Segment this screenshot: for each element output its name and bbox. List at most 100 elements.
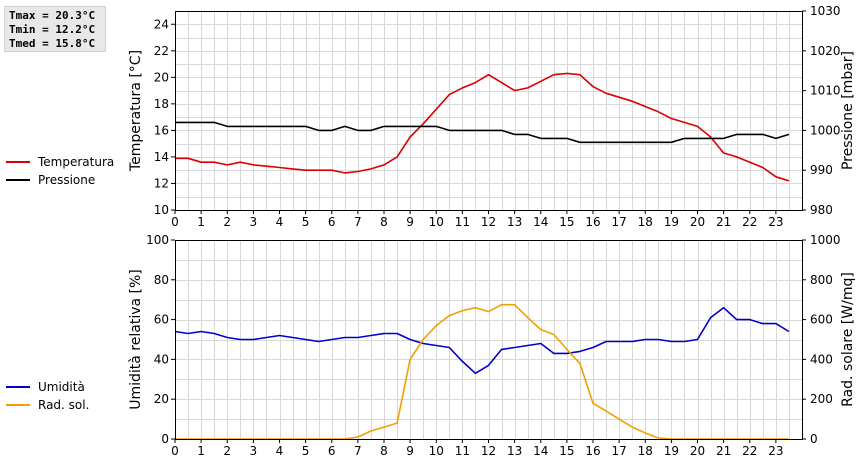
x-tick-label: 19 xyxy=(664,215,679,229)
y-tick-label: 16 xyxy=(154,123,169,137)
y-tick-label: 12 xyxy=(154,176,169,190)
x-tick-label: 22 xyxy=(742,444,757,458)
series-line-umidit- xyxy=(174,306,790,375)
legend-top: Temperatura Pressione xyxy=(6,155,114,187)
x-tick-label: 23 xyxy=(768,215,783,229)
x-tick-label: 21 xyxy=(716,215,731,229)
x-tick-label: 5 xyxy=(302,215,310,229)
x-tick-label: 9 xyxy=(406,215,414,229)
x-tick-label: 16 xyxy=(585,444,600,458)
y-tick-label: 0 xyxy=(161,432,169,446)
x-tick-label: 15 xyxy=(559,444,574,458)
x-tick-label: 13 xyxy=(507,215,522,229)
x-tick-label: 15 xyxy=(559,215,574,229)
x-tick-label: 6 xyxy=(328,444,336,458)
y-tick-label: 24 xyxy=(154,17,169,31)
y-ticks-right-bottom: 0 200 400 600 800 1000 xyxy=(802,233,841,446)
x-tick-label: 20 xyxy=(690,444,705,458)
x-tick-label: 3 xyxy=(250,215,258,229)
x-tick-label: 3 xyxy=(250,444,258,458)
x-tick-label: 6 xyxy=(328,215,336,229)
y-right-tick-label: 600 xyxy=(810,313,833,327)
series-top xyxy=(175,72,790,182)
y-right-tick-label: 0 xyxy=(810,432,818,446)
y-axis-label-temperature: Temperatura [°C] xyxy=(128,50,144,172)
tmed-text: Tmed = 15.8°C xyxy=(9,37,96,50)
x-tick-label: 10 xyxy=(429,215,444,229)
y-tick-label: 20 xyxy=(154,392,169,406)
x-tick-label: 1 xyxy=(197,215,205,229)
x-tick-label: 8 xyxy=(380,215,388,229)
series-line-pressione xyxy=(175,121,790,144)
x-ticks-top: 0 1 2 3 4 5 6 7 8 9 10 11 12 13 14 15 16 17 18 19 20 21 22 23 xyxy=(171,210,784,229)
x-tick-label: 17 xyxy=(611,444,626,458)
y-right-tick-label: 200 xyxy=(810,392,833,406)
x-tick-label: 23 xyxy=(768,444,783,458)
y-tick-label: 20 xyxy=(154,70,169,84)
y-right-tick-label: 990 xyxy=(810,163,833,177)
grid-top xyxy=(175,11,803,211)
x-tick-label: 0 xyxy=(171,444,179,458)
legend-label-umidita: Umidità xyxy=(38,380,85,394)
x-tick-label: 2 xyxy=(223,215,231,229)
x-tick-label: 7 xyxy=(354,215,362,229)
grid-bottom xyxy=(175,240,803,440)
y-right-tick-label: 1030 xyxy=(810,4,841,18)
tmin-text: Tmin = 12.2°C xyxy=(9,23,96,36)
x-tick-label: 10 xyxy=(429,444,444,458)
y-axis-label-humidity: Umidità relativa [%] xyxy=(128,269,144,410)
y-tick-label: 40 xyxy=(154,352,169,366)
x-tick-label: 21 xyxy=(716,444,731,458)
x-tick-label: 8 xyxy=(380,444,388,458)
y-tick-label: 80 xyxy=(154,273,169,287)
x-tick-label: 19 xyxy=(664,444,679,458)
y-tick-label: 14 xyxy=(154,150,169,164)
y-ticks-left-bottom: 0 20 40 60 80 100 xyxy=(146,233,175,446)
x-tick-label: 2 xyxy=(223,444,231,458)
series-bottom xyxy=(174,303,790,440)
x-tick-label: 4 xyxy=(276,444,284,458)
humidity-radiation-panel: 0 1 2 3 4 5 6 7 8 9 10 11 12 13 14 15 16 17 18 19 20 21 22 23 0… xyxy=(6,233,856,458)
x-tick-label: 13 xyxy=(507,444,522,458)
y-axis-label-radiation: Rad. solare [W/mq] xyxy=(840,272,856,407)
x-tick-label: 18 xyxy=(638,444,653,458)
x-tick-label: 4 xyxy=(276,215,284,229)
y-right-tick-label: 1010 xyxy=(810,84,841,98)
x-tick-label: 18 xyxy=(638,215,653,229)
x-ticks-bottom: 0 1 2 3 4 5 6 7 8 9 10 11 12 13 14 15 16 17 18 19 20 21 22 23 xyxy=(171,439,784,458)
temperature-pressure-panel: 0 1 2 3 4 5 6 7 8 9 10 11 12 13 14 15 16 17 18 19 20 21 22 23 1… xyxy=(6,4,856,229)
y-right-tick-label: 1020 xyxy=(810,44,841,58)
x-tick-label: 14 xyxy=(533,215,548,229)
x-tick-label: 1 xyxy=(197,444,205,458)
x-tick-label: 16 xyxy=(585,215,600,229)
y-right-tick-label: 1000 xyxy=(810,123,841,137)
x-tick-label: 0 xyxy=(171,215,179,229)
y-tick-label: 100 xyxy=(146,233,169,247)
x-tick-label: 5 xyxy=(302,444,310,458)
y-axis-label-pressure: Pressione [mbar] xyxy=(840,51,856,170)
x-tick-label: 12 xyxy=(481,215,496,229)
x-tick-label: 12 xyxy=(481,444,496,458)
x-tick-label: 9 xyxy=(406,444,414,458)
x-tick-label: 17 xyxy=(611,215,626,229)
series-line-rad-sol- xyxy=(175,303,789,440)
x-tick-label: 14 xyxy=(533,444,548,458)
legend-bottom: Umidità Rad. sol. xyxy=(6,380,89,412)
tmax-text: Tmax = 20.3°C xyxy=(9,9,96,22)
stats-box: Tmax = 20.3°C Tmin = 12.2°C Tmed = 15.8°… xyxy=(4,6,106,52)
x-tick-label: 11 xyxy=(455,444,470,458)
y-tick-label: 18 xyxy=(154,97,169,111)
legend-label-pressione: Pressione xyxy=(38,173,95,187)
y-right-tick-label: 400 xyxy=(810,352,833,366)
y-tick-label: 60 xyxy=(154,313,169,327)
y-right-tick-label: 980 xyxy=(810,203,833,217)
x-tick-label: 22 xyxy=(742,215,757,229)
legend-label-rad-sol: Rad. sol. xyxy=(38,398,89,412)
x-tick-label: 7 xyxy=(354,444,362,458)
y-tick-label: 22 xyxy=(154,44,169,58)
series-line-temperatura xyxy=(175,72,790,182)
y-ticks-right-top: 980 990 1000 1010 1020 1030 xyxy=(802,4,841,217)
legend-label-temperatura: Temperatura xyxy=(37,155,114,169)
y-right-tick-label: 1000 xyxy=(810,233,841,247)
